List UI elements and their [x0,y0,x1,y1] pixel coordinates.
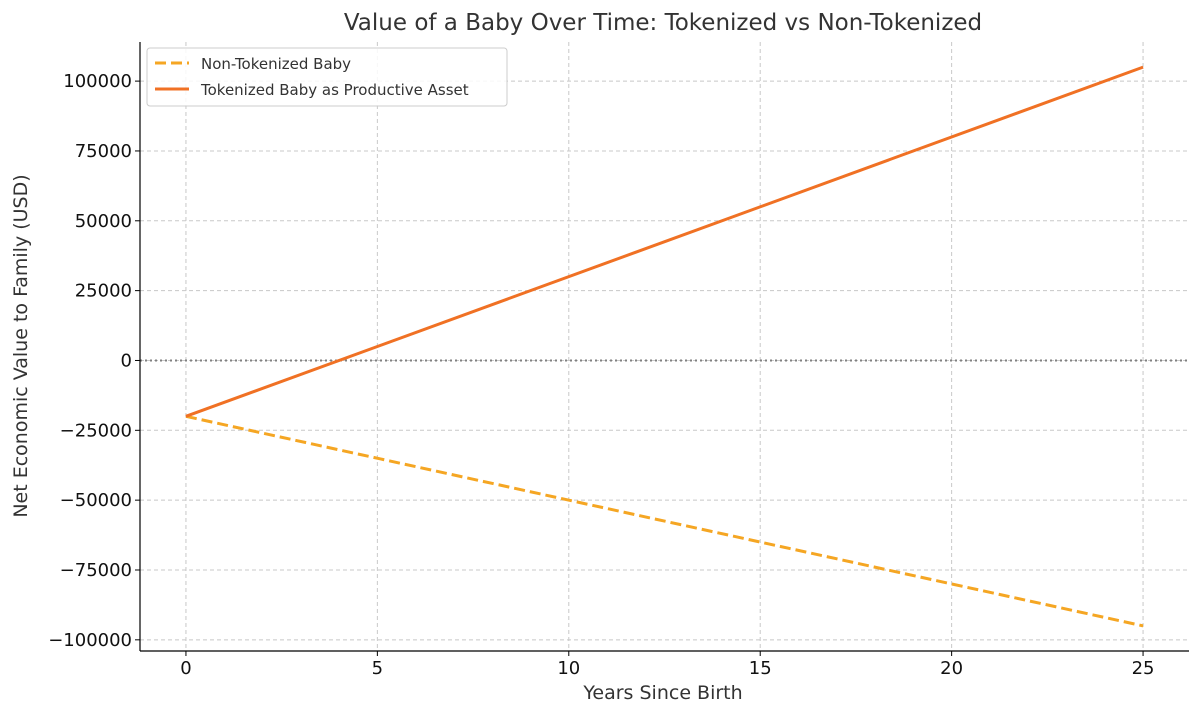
y-tick-label: 100000 [63,71,132,92]
x-tick-label: 20 [940,658,963,679]
y-tick-label: −50000 [60,490,132,511]
legend-box [146,47,508,107]
x-tick-label: 5 [372,658,383,679]
y-tick-label: 75000 [75,141,132,162]
axes [139,42,1189,652]
legend-label-non-tokenized: Non-Tokenized Baby [201,55,351,73]
y-tick-label: 0 [121,350,132,371]
x-tick-label: 10 [557,658,580,679]
grid [140,42,1189,651]
legend: Non-Tokenized Baby Tokenized Baby as Pro… [146,47,508,107]
legend-label-tokenized: Tokenized Baby as Productive Asset [200,81,469,99]
x-axis-label: Years Since Birth [582,682,742,704]
series-lines [185,65,1144,628]
y-axis-ticks: −100000 −75000 −50000 −25000 0 25000 50000 7500… [48,71,140,651]
y-tick-label: −100000 [48,630,132,651]
y-tick-label: −75000 [60,560,132,581]
y-axis-label: Net Economic Value to Family (USD) [10,174,32,517]
chart-title: Value of a Baby Over Time: Tokenized vs … [344,10,982,36]
series-line-tokenized [185,65,1144,418]
y-tick-label: 50000 [75,211,132,232]
x-tick-label: 15 [749,658,772,679]
x-tick-label: 25 [1132,658,1155,679]
x-axis-ticks: 0 5 10 15 20 25 [180,651,1155,679]
series-line-non-tokenized [185,414,1144,628]
y-tick-label: −25000 [60,420,132,441]
x-tick-label: 0 [180,658,191,679]
y-tick-label: 25000 [75,281,132,302]
